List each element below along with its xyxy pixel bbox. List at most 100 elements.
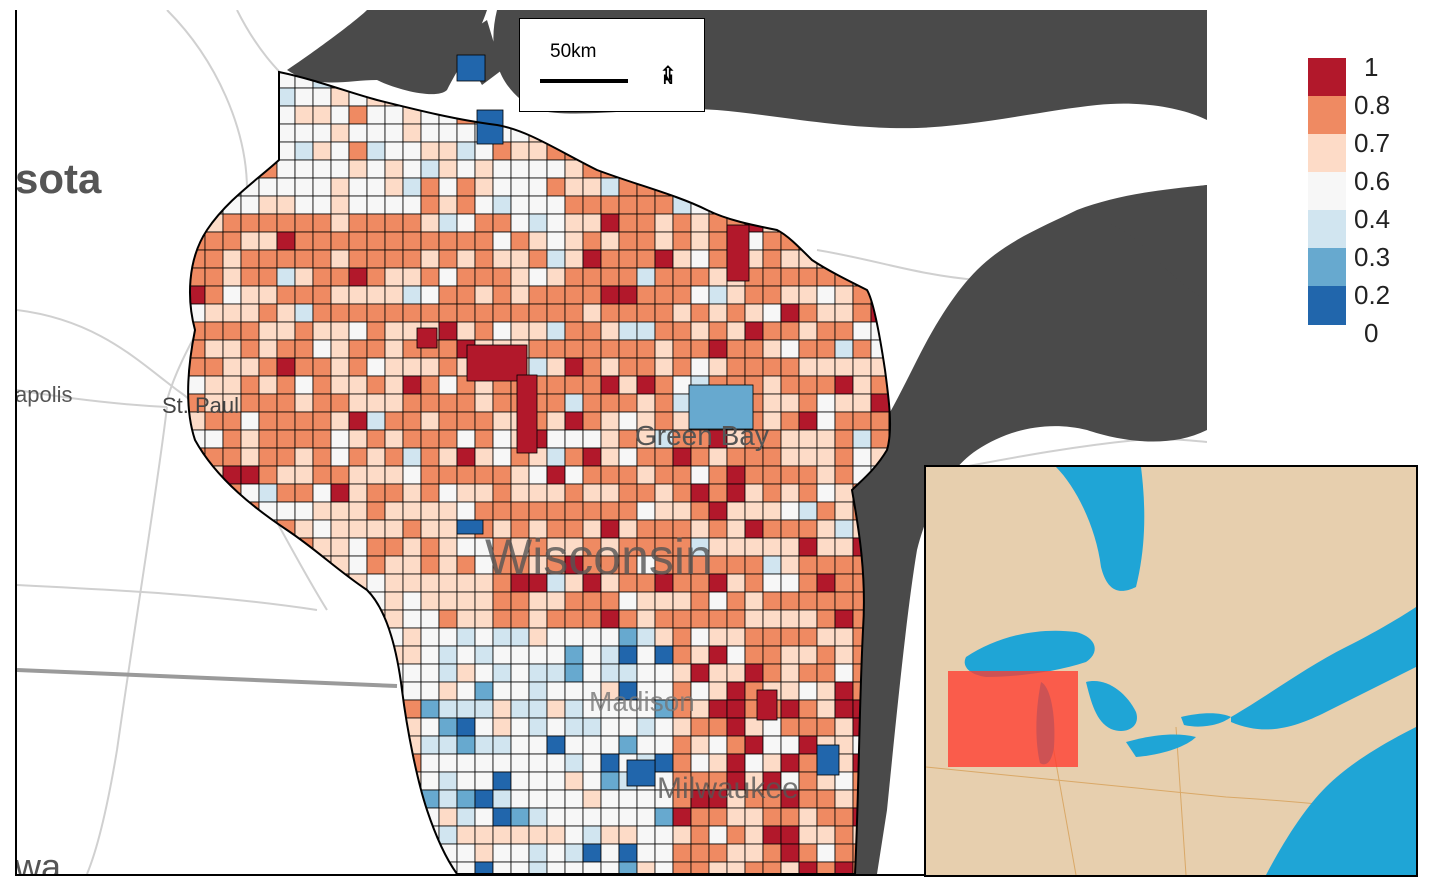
county-cell [222, 303, 242, 323]
county-cell [600, 861, 620, 874]
county-cell [492, 753, 512, 773]
road [17, 668, 398, 688]
county-cell [188, 177, 206, 197]
county-cell [384, 717, 404, 737]
county-cell [330, 375, 350, 395]
county-cell [240, 789, 260, 809]
county-cell [546, 123, 566, 143]
county-cell [258, 321, 278, 341]
county-cell [312, 825, 332, 845]
county-cell [618, 375, 638, 395]
county-cell [420, 213, 440, 233]
county-cell [726, 357, 746, 377]
county-cell [456, 465, 476, 485]
county-cell [348, 267, 368, 287]
county-cell [798, 483, 818, 503]
county-cell [798, 645, 818, 665]
county-cell [852, 303, 872, 323]
county-cell [528, 681, 548, 701]
county-cell [204, 771, 224, 791]
county-cell [564, 825, 584, 845]
county-cell [636, 249, 656, 269]
county-cell [294, 645, 314, 665]
county-cell [330, 753, 350, 773]
county-cell [600, 429, 620, 449]
county-cell [330, 447, 350, 467]
county-cell [348, 609, 368, 629]
county-cell [516, 374, 538, 454]
county-cell [564, 177, 584, 197]
county-cell [564, 717, 584, 737]
county-cell [276, 357, 296, 377]
legend: 1 0.8 0.7 0.6 0.4 0.3 0.2 0 [1308, 52, 1418, 358]
county-cell [528, 231, 548, 251]
county-cell [492, 699, 512, 719]
county-cell [510, 501, 530, 521]
county-cell [726, 699, 746, 719]
county-cell [834, 411, 854, 431]
county-cell [816, 375, 836, 395]
county-cell [402, 681, 422, 701]
county-cell [582, 375, 602, 395]
county-cell [690, 591, 710, 611]
county-cell [744, 519, 764, 539]
county-cell [600, 357, 620, 377]
county-cell [798, 843, 818, 863]
county-cell [564, 411, 584, 431]
county-cell [188, 483, 206, 503]
county-cell [402, 789, 422, 809]
county-cell [222, 861, 242, 874]
county-cell [330, 285, 350, 305]
county-cell [582, 177, 602, 197]
county-cell [582, 843, 602, 863]
county-cell [816, 123, 836, 143]
county-cell [816, 267, 836, 287]
county-cell [888, 339, 891, 359]
county-cell [672, 357, 692, 377]
county-cell [798, 573, 818, 593]
county-cell [420, 771, 440, 791]
county-cell [294, 789, 314, 809]
legend-label: 0.2 [1354, 280, 1391, 310]
county-cell [834, 357, 854, 377]
county-cell [708, 285, 728, 305]
county-cell [582, 717, 602, 737]
county-cell [222, 249, 242, 269]
county-cell [780, 339, 800, 359]
county-cell [294, 285, 314, 305]
county-cell [564, 771, 584, 791]
locator-inset-map[interactable] [924, 465, 1418, 877]
county-cell [816, 303, 836, 323]
county-cell [888, 807, 891, 827]
county-cell [438, 375, 458, 395]
county-cell [258, 843, 278, 863]
county-cell [654, 375, 674, 395]
county-cell [636, 123, 656, 143]
county-cell [834, 537, 854, 557]
county-cell [744, 627, 764, 647]
county-cell [492, 177, 512, 197]
county-cell [690, 627, 710, 647]
county-cell [672, 861, 692, 874]
county-cell [348, 465, 368, 485]
county-cell [798, 789, 818, 809]
county-cell [188, 501, 206, 521]
county-cell [366, 843, 386, 863]
county-cell [834, 789, 854, 809]
county-cell [456, 303, 476, 323]
main-map[interactable]: 50km ⇧ N sota apolis St. Paul Green Bay W… [15, 10, 1207, 876]
county-cell [492, 789, 512, 809]
county-cell [744, 123, 764, 143]
county-cell [780, 249, 800, 269]
county-cell [834, 159, 854, 179]
county-cell [240, 429, 260, 449]
county-cell [476, 109, 504, 145]
county-cell [366, 231, 386, 251]
county-cell [780, 375, 800, 395]
county-cell [330, 177, 350, 197]
county-cell [582, 483, 602, 503]
county-cell [798, 663, 818, 683]
county-cell [618, 123, 638, 143]
county-cell [546, 699, 566, 719]
county-cell [636, 393, 656, 413]
